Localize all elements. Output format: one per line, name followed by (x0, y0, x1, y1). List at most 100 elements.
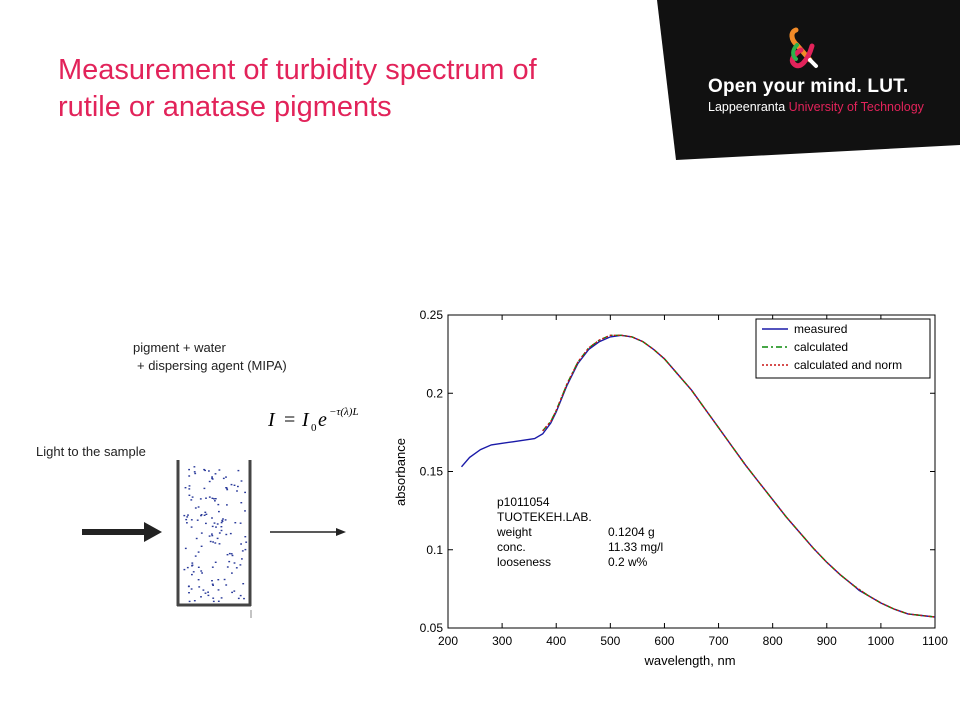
particle (241, 558, 243, 560)
thin-arrow-right-icon (270, 528, 346, 536)
particle (200, 514, 203, 516)
particle (226, 566, 229, 568)
particle (234, 522, 237, 524)
particle (188, 485, 191, 487)
particle (214, 473, 217, 475)
particle (196, 519, 199, 521)
particle (217, 503, 220, 506)
particle (203, 468, 205, 471)
particle (197, 566, 200, 568)
particle (243, 597, 245, 600)
particle (191, 564, 194, 566)
particle (200, 532, 203, 534)
particle (195, 537, 198, 540)
particle (211, 583, 214, 585)
particle (225, 487, 227, 489)
particle (211, 517, 213, 519)
particle (217, 589, 220, 591)
x-tick-label: 600 (654, 634, 674, 648)
particle (211, 525, 214, 528)
particle (211, 497, 214, 499)
particle (194, 555, 197, 557)
formula-e: e (318, 409, 327, 431)
particle (188, 468, 190, 471)
particle (191, 573, 193, 576)
y-tick-label: 0.25 (420, 308, 444, 322)
mixture-label-line2: + dispersing agent (MIPA) (137, 358, 287, 373)
particle (228, 560, 231, 563)
particle (213, 522, 216, 524)
particle (220, 529, 223, 532)
brand-university-part2: University of Technology (788, 100, 924, 114)
particle (190, 526, 193, 528)
formula-exponent: −τ(λ)L (329, 406, 359, 418)
slide-title: Measurement of turbidity spectrum of rut… (58, 52, 618, 126)
particle (224, 519, 227, 521)
particle (230, 553, 233, 555)
absorbance-chart: 200 300 400 500 600 700 800 900 1000 1100 0.05 0.1 0… (393, 308, 948, 668)
particle (211, 476, 213, 478)
x-tick-label: 900 (817, 634, 837, 648)
particle (220, 597, 223, 599)
particle (229, 532, 232, 535)
series-lines (460, 334, 936, 618)
particle (225, 476, 227, 478)
particle (240, 502, 243, 504)
particle (194, 507, 197, 509)
particle (183, 514, 186, 517)
particle (183, 568, 186, 571)
particle (203, 514, 206, 516)
particle (241, 550, 244, 552)
annotation-label: p1011054 (497, 495, 550, 509)
x-tick-label: 700 (709, 634, 729, 648)
particle (208, 535, 211, 537)
particle (190, 588, 193, 590)
particle (204, 511, 207, 513)
annotation-value: 0.2 w% (608, 555, 648, 569)
legend-label: measured (794, 322, 847, 336)
particle (242, 583, 245, 585)
particle (208, 496, 211, 498)
particle (237, 597, 240, 600)
particle (197, 579, 200, 581)
particle (212, 597, 215, 599)
particle (205, 522, 207, 525)
particle (215, 526, 217, 528)
particle (240, 543, 242, 545)
y-tick-label: 0.2 (426, 386, 443, 400)
particle (214, 498, 217, 500)
particle (226, 554, 229, 556)
particle (203, 487, 206, 490)
particle (244, 548, 247, 551)
beer-lambert-formula: I = I 0 e −τ(λ)L (268, 406, 359, 434)
y-tick-label: 0.15 (420, 465, 444, 479)
particle (185, 518, 188, 521)
particle (223, 578, 226, 581)
formula-sub0: 0 (311, 422, 317, 434)
particle (222, 518, 224, 520)
annotation-label: TUOTEKEH.LAB. (497, 510, 592, 524)
pigment-particles (183, 466, 248, 603)
y-tick-label: 0.1 (426, 543, 443, 557)
particle (225, 584, 228, 586)
particle (244, 510, 246, 512)
particle (239, 564, 242, 566)
particle (218, 532, 221, 534)
particle (211, 477, 213, 480)
sample-cell (176, 460, 252, 618)
particle (212, 600, 215, 603)
particle (188, 488, 191, 490)
particle (214, 561, 217, 563)
x-tick-label: 1100 (922, 634, 948, 648)
particle (207, 591, 209, 593)
particle (211, 534, 214, 537)
particle (188, 494, 191, 496)
x-axis-label: wavelength, nm (643, 653, 735, 668)
particle (233, 590, 236, 592)
particle (186, 566, 189, 569)
particle (211, 533, 213, 535)
brand-university-part1: Lappeenranta (708, 100, 789, 114)
particle (201, 572, 203, 574)
particle (211, 580, 213, 582)
